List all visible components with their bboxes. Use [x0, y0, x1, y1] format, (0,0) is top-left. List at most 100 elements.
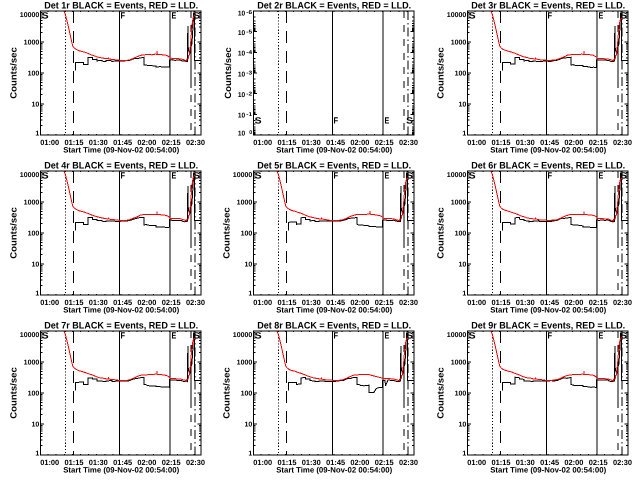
svg-text:F: F: [548, 331, 553, 341]
svg-text:0: 0: [249, 130, 252, 136]
svg-text:S: S: [42, 331, 49, 341]
svg-text:-3: -3: [246, 71, 252, 77]
svg-text:01:15: 01:15: [278, 138, 298, 147]
svg-text:1: 1: [35, 451, 39, 458]
svg-text:100: 100: [455, 71, 467, 78]
svg-text:01:00: 01:00: [40, 138, 59, 147]
svg-text:S: S: [620, 11, 627, 21]
svg-text:01:30: 01:30: [516, 298, 535, 307]
svg-text:F: F: [121, 331, 126, 341]
svg-text:-6: -6: [246, 10, 252, 16]
svg-text:02:00: 02:00: [350, 298, 369, 307]
svg-text:F: F: [334, 331, 339, 341]
svg-text:S: S: [42, 171, 49, 181]
svg-text:Det 6r BLACK = Events, RED = L: Det 6r BLACK = Events, RED = LLD.: [471, 161, 625, 172]
svg-text:Det 4r BLACK = Events, RED = L: Det 4r BLACK = Events, RED = LLD.: [44, 161, 198, 172]
svg-text:S: S: [469, 11, 476, 21]
svg-text:1: 1: [248, 291, 252, 298]
svg-text:02:30: 02:30: [186, 138, 205, 147]
svg-text:Det 9r BLACK = Events, RED = L: Det 9r BLACK = Events, RED = LLD.: [471, 321, 625, 332]
svg-text:S: S: [620, 331, 627, 341]
svg-text:01:45: 01:45: [540, 138, 560, 147]
svg-text:01:00: 01:00: [467, 298, 486, 307]
svg-text:S: S: [193, 11, 200, 21]
svg-text:F: F: [334, 171, 339, 181]
svg-text:01:00: 01:00: [40, 458, 59, 467]
svg-text:1000: 1000: [451, 200, 467, 207]
svg-text:02:00: 02:00: [564, 138, 583, 147]
svg-text:1000: 1000: [24, 40, 40, 47]
svg-text:Start Time (09-Nov-02 00:54:00: Start Time (09-Nov-02 00:54:00): [276, 465, 392, 474]
svg-text:E: E: [385, 331, 390, 341]
svg-text:100: 100: [28, 231, 40, 238]
svg-text:-5: -5: [246, 29, 252, 35]
svg-text:E: E: [599, 11, 604, 21]
svg-text:10: 10: [238, 131, 245, 138]
svg-text:10000: 10000: [20, 332, 40, 339]
svg-text:02:30: 02:30: [613, 298, 632, 307]
svg-text:10000: 10000: [233, 172, 253, 179]
svg-text:Det 7r BLACK = Events, RED = L: Det 7r BLACK = Events, RED = LLD.: [44, 321, 198, 332]
svg-text:S: S: [255, 331, 262, 341]
svg-text:10: 10: [238, 113, 245, 120]
svg-text:Start Time (09-Nov-02 00:54:00: Start Time (09-Nov-02 00:54:00): [276, 305, 392, 314]
svg-text:1000: 1000: [451, 40, 467, 47]
svg-text:02:30: 02:30: [399, 458, 418, 467]
svg-text:S: S: [469, 331, 476, 341]
svg-text:02:00: 02:00: [350, 458, 369, 467]
svg-text:S: S: [469, 171, 476, 181]
svg-text:01:30: 01:30: [302, 138, 321, 147]
svg-text:10000: 10000: [447, 172, 467, 179]
svg-text:01:45: 01:45: [113, 298, 133, 307]
svg-text:Counts/sec: Counts/sec: [221, 207, 231, 259]
svg-text:02:15: 02:15: [589, 458, 609, 467]
svg-text:01:30: 01:30: [89, 458, 108, 467]
svg-text:02:15: 02:15: [162, 138, 182, 147]
svg-text:E: E: [385, 171, 390, 181]
svg-text:1: 1: [462, 131, 466, 138]
svg-text:01:45: 01:45: [540, 298, 560, 307]
svg-text:02:30: 02:30: [186, 298, 205, 307]
svg-text:10: 10: [459, 262, 467, 269]
svg-text:02:15: 02:15: [589, 298, 609, 307]
svg-text:Counts/sec: Counts/sec: [435, 207, 445, 259]
svg-text:-1: -1: [246, 112, 252, 118]
svg-text:E: E: [172, 171, 177, 181]
svg-text:S: S: [193, 171, 200, 181]
svg-text:Start Time (09-Nov-02 00:54:00: Start Time (09-Nov-02 00:54:00): [63, 305, 179, 314]
svg-text:10000: 10000: [447, 12, 467, 19]
svg-text:02:00: 02:00: [564, 458, 583, 467]
svg-text:01:45: 01:45: [326, 298, 346, 307]
svg-text:02:30: 02:30: [399, 298, 418, 307]
svg-text:S: S: [193, 331, 200, 341]
svg-text:100: 100: [241, 231, 253, 238]
svg-text:01:30: 01:30: [89, 298, 108, 307]
svg-text:01:00: 01:00: [253, 138, 272, 147]
svg-text:Det 5r BLACK = Events, RED = L: Det 5r BLACK = Events, RED = LLD.: [257, 161, 411, 172]
svg-text:10: 10: [459, 422, 467, 429]
svg-text:02:00: 02:00: [137, 138, 156, 147]
svg-text:10: 10: [245, 422, 253, 429]
svg-text:01:45: 01:45: [113, 458, 133, 467]
svg-text:100: 100: [28, 391, 40, 398]
svg-text:S: S: [406, 171, 413, 181]
svg-text:10: 10: [238, 71, 245, 78]
svg-text:1000: 1000: [451, 360, 467, 367]
svg-text:01:15: 01:15: [65, 458, 85, 467]
svg-text:E: E: [172, 331, 177, 341]
svg-text:10: 10: [245, 262, 253, 269]
svg-text:Det 8r BLACK = Events, RED = L: Det 8r BLACK = Events, RED = LLD.: [257, 321, 411, 332]
svg-text:10: 10: [32, 262, 40, 269]
svg-text:01:45: 01:45: [113, 138, 133, 147]
svg-text:01:15: 01:15: [65, 298, 85, 307]
svg-text:02:00: 02:00: [564, 298, 583, 307]
svg-text:1: 1: [248, 451, 252, 458]
svg-text:Counts/sec: Counts/sec: [435, 47, 445, 99]
svg-text:E: E: [385, 116, 390, 126]
svg-text:E: E: [599, 331, 604, 341]
svg-text:10000: 10000: [233, 332, 253, 339]
svg-text:10: 10: [459, 102, 467, 109]
svg-text:Counts/sec: Counts/sec: [221, 367, 231, 419]
svg-text:1000: 1000: [237, 200, 253, 207]
svg-text:10: 10: [32, 422, 40, 429]
